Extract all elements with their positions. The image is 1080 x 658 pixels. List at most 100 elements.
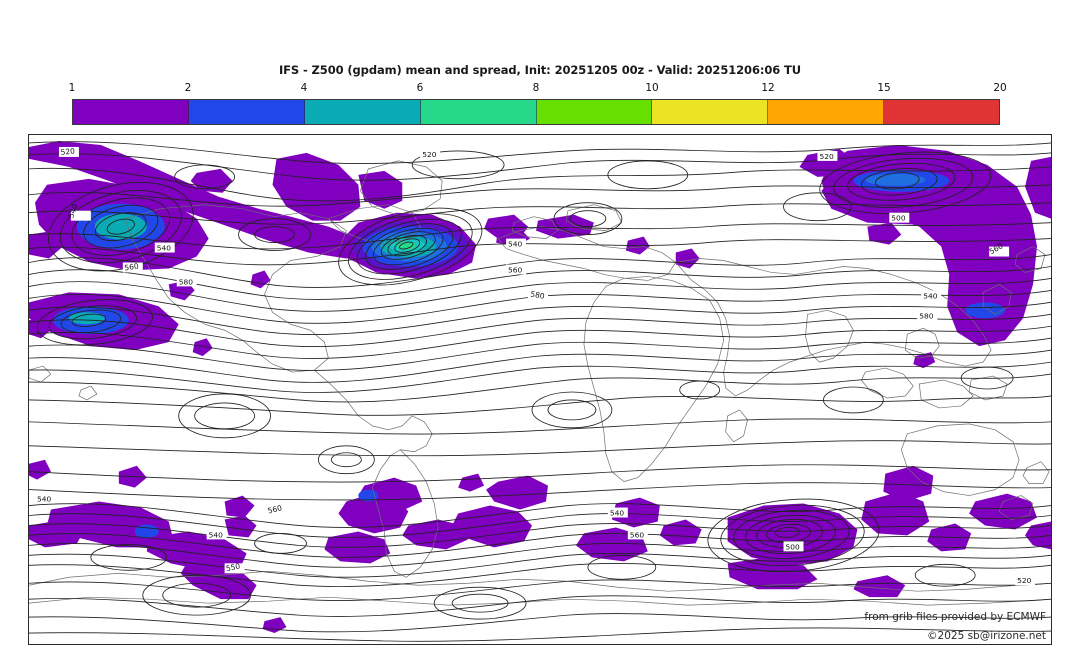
colorbar-tick-8: 8: [532, 82, 540, 94]
contour-label-540-nw: 540: [66, 203, 91, 221]
svg-text:560: 560: [508, 265, 523, 274]
spread-patch-spac3: [180, 559, 257, 600]
svg-text:580: 580: [179, 277, 194, 286]
contour-label-540-na: 540: [154, 242, 175, 253]
svg-text:550: 550: [225, 561, 241, 573]
spread-patch-sindian3: [611, 497, 660, 528]
svg-text:540: 540: [610, 509, 625, 518]
svg-text:540: 540: [37, 495, 52, 504]
colorbar-tick-10: 10: [645, 82, 659, 94]
svg-text:560: 560: [630, 530, 645, 539]
contour-label-560-asia: 560: [988, 241, 1010, 257]
spread-natl-core: [397, 241, 416, 250]
contour-label-560-na: 560: [122, 262, 143, 273]
map-canvas: 520 540 540 560: [29, 140, 1051, 642]
svg-text:560: 560: [124, 262, 140, 273]
spread-patch-eastedge: [1025, 156, 1051, 219]
svg-text:500: 500: [891, 214, 906, 223]
data-source-credit: from grib files provided by ECMWF: [864, 611, 1046, 623]
contour-label-580-atl: 580: [528, 288, 548, 301]
spread-patch-mongolia: [867, 222, 902, 245]
spread-antl-r1: [751, 514, 836, 553]
contour-label-540-atl: 540: [506, 238, 527, 249]
spread-patch-spac8: [1025, 521, 1051, 550]
spread-patch-medit: [675, 248, 700, 269]
spread-patch-tasman: [861, 491, 930, 536]
contour-label-580-asia: 580: [917, 310, 938, 320]
spread-core-japan: [965, 302, 1006, 319]
colorbar-tick-2: 2: [184, 82, 192, 94]
spread-patch-spac4: [224, 515, 257, 538]
colorbar-tick-6: 6: [416, 82, 424, 94]
colorbar-band-2: [188, 100, 305, 124]
colorbar-tick-20: 20: [993, 82, 1007, 94]
colorbar: 1 2 4 6 8 10 12 15 20: [69, 82, 1007, 125]
svg-text:540: 540: [209, 530, 224, 539]
svg-text:540: 540: [508, 240, 523, 249]
contour-label-540-sh2: 540: [607, 507, 628, 518]
colorbar-tick-12: 12: [761, 82, 775, 94]
spread-patch-pacific-mid: [192, 338, 213, 357]
spread-patch-satl4: [402, 519, 469, 550]
colorbar-band-3: [304, 100, 421, 124]
coastline-layer: [29, 160, 1051, 606]
contour-label-560-sh2: 560: [627, 529, 648, 539]
contour-label-520-se: 520: [1015, 575, 1036, 585]
contour-label-560-atl: 560: [506, 264, 527, 274]
contour-label-560-sh: 560: [266, 503, 287, 516]
svg-text:520: 520: [819, 152, 834, 161]
svg-text:580: 580: [530, 289, 546, 300]
spread-patch-greenland: [358, 170, 403, 209]
svg-text:500: 500: [786, 542, 801, 551]
spread-patch-spac9: [29, 459, 51, 480]
spread-patch-antarctic3: [853, 575, 906, 598]
colorbar-band-1: [73, 100, 189, 124]
colorbar-bands: [72, 99, 1000, 125]
svg-text:520: 520: [422, 150, 437, 159]
spread-patch-sindian4: [659, 519, 702, 546]
colorbar-band-5: [536, 100, 653, 124]
contour-label-520-atl: 520: [420, 148, 441, 159]
colorbar-tick-15: 15: [877, 82, 891, 94]
svg-text:580: 580: [919, 311, 934, 320]
colorbar-band-6: [652, 100, 769, 124]
spread-patch-satl3: [358, 477, 423, 512]
spread-patch-sindian5: [458, 473, 485, 492]
contour-label-500-asia: 500: [889, 212, 910, 223]
spread-patch-spac7: [969, 493, 1038, 530]
spread-patch-calif: [250, 270, 271, 289]
colorbar-band-7: [768, 100, 885, 124]
copyright-credit: ©2025 sb@irizone.net: [927, 630, 1046, 642]
spread-patch-sindian0: [486, 475, 548, 510]
svg-text:520: 520: [60, 146, 75, 156]
chart-title: IFS - Z500 (gpdam) mean and spread, Init…: [278, 63, 802, 77]
spread-patch-cannorth: [280, 226, 305, 247]
svg-text:520: 520: [1017, 576, 1032, 585]
svg-text:540: 540: [157, 244, 172, 253]
spread-core2-alaska: [94, 213, 147, 240]
contour-label-540-sw: 540: [34, 493, 55, 504]
colorbar-tick-1: 1: [68, 82, 76, 94]
contour-label-540-sh1: 540: [206, 529, 227, 539]
contour-label-540-asia: 540: [921, 290, 942, 300]
contour-label-550-sh: 550: [224, 561, 245, 574]
spread-core-satl: [358, 489, 379, 502]
colorbar-band-4: [420, 100, 537, 124]
colorbar-tick-4: 4: [300, 82, 308, 94]
mean-contour-layer: [29, 141, 1051, 642]
contour-label-520-eur: 520: [817, 150, 838, 161]
colorbar-tick-labels: 1 2 4 6 8 10 12 15 20: [68, 82, 1007, 98]
spread-patch-westedge: [29, 230, 63, 259]
svg-text:540: 540: [923, 291, 938, 300]
spread-core2-bering: [68, 312, 105, 325]
contour-label-layer: 520 540 540 560: [34, 146, 1036, 585]
spread-patch-npacific: [29, 140, 369, 259]
spread-patch-tasman2: [883, 465, 934, 502]
map-panel[interactable]: 520 540 540 560: [28, 134, 1052, 645]
svg-text:560: 560: [267, 503, 283, 515]
spread-patch-spac5: [224, 495, 255, 518]
spread-patch-sindian1: [452, 505, 533, 548]
contour-label-500-ant: 500: [783, 541, 804, 551]
contour-label-580-na: 580: [176, 276, 197, 286]
